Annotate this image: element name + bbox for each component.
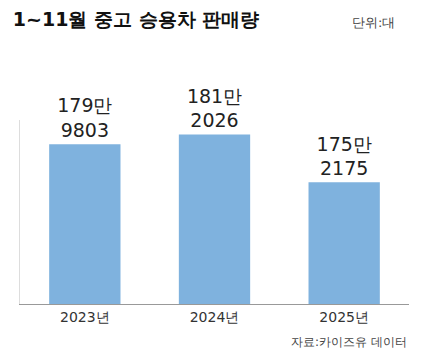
svg-text:2023년: 2023년 [60, 309, 110, 325]
svg-text:단위:대: 단위:대 [352, 15, 395, 30]
svg-text:181만2026: 181만2026 [187, 85, 242, 132]
svg-text:2025년: 2025년 [319, 309, 369, 325]
svg-text:175만2175: 175만2175 [317, 133, 372, 180]
svg-text:1~11월 중고 승용차 판매량: 1~11월 중고 승용차 판매량 [13, 8, 259, 30]
svg-text:179만9803: 179만9803 [57, 94, 112, 141]
svg-text:2024년: 2024년 [190, 309, 240, 325]
svg-text:자료:카이즈유 데이터: 자료:카이즈유 데이터 [291, 335, 407, 349]
